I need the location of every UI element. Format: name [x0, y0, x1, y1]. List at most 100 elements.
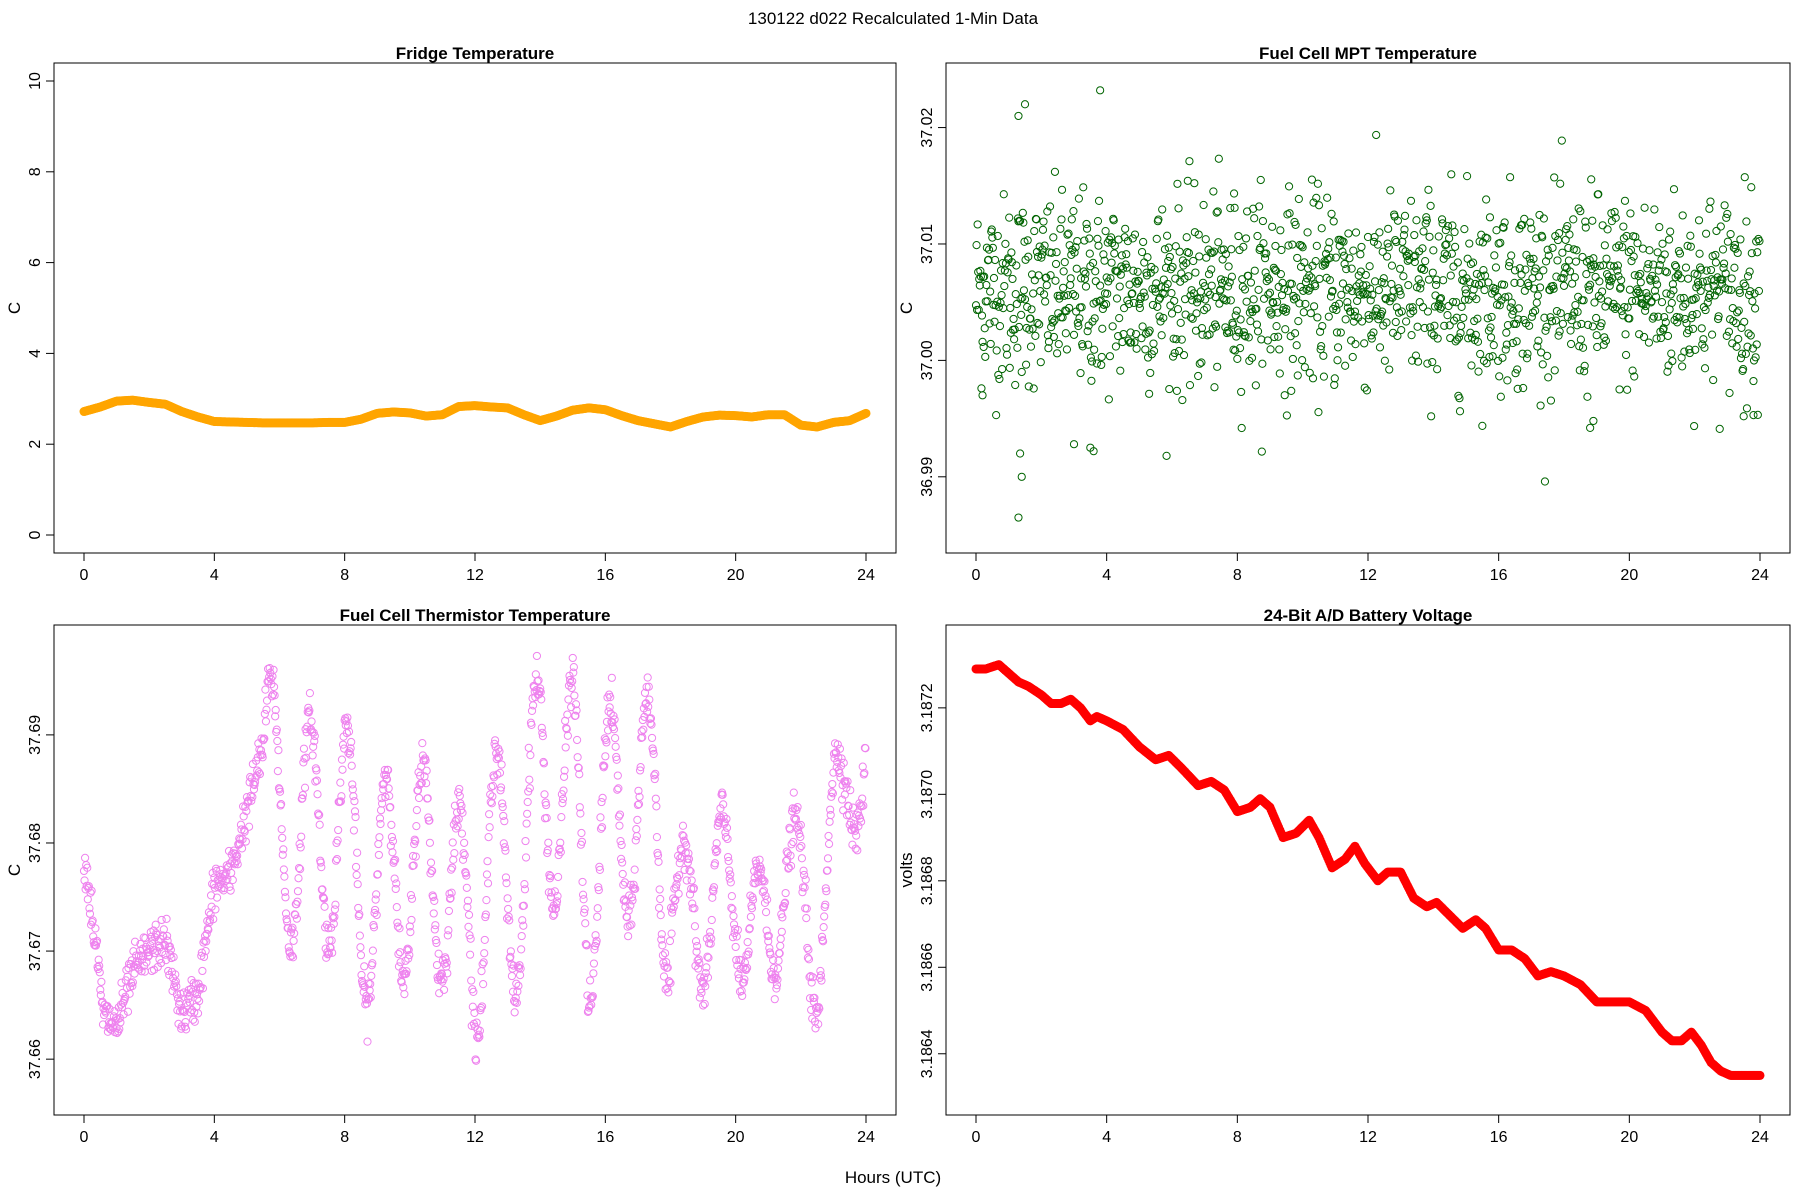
- data-point: [1314, 201, 1324, 210]
- data-point: [1628, 366, 1637, 375]
- data-point: [434, 949, 443, 958]
- data-point: [1559, 274, 1568, 283]
- data-point: [1720, 201, 1729, 210]
- data-point: [1132, 344, 1141, 353]
- data-point: [1275, 369, 1284, 378]
- data-point: [1157, 283, 1166, 292]
- data-point: [1209, 247, 1219, 256]
- data-point: [1635, 330, 1644, 339]
- data-point: [1339, 251, 1349, 260]
- data-point: [1017, 367, 1026, 377]
- data-point: [1688, 324, 1698, 334]
- data-point: [1283, 286, 1293, 296]
- data-point: [1621, 330, 1630, 339]
- data-point: [1226, 296, 1235, 305]
- data-point: [1164, 256, 1173, 266]
- data-point: [1380, 356, 1389, 365]
- data-point: [1461, 285, 1470, 294]
- data-point: [1586, 280, 1595, 289]
- data-point: [1157, 331, 1166, 340]
- data-point: [1686, 231, 1695, 240]
- data-point: [1460, 225, 1469, 234]
- data-point: [1295, 299, 1304, 308]
- data-point: [1440, 321, 1449, 330]
- data-point: [1121, 224, 1130, 233]
- data-point: [1484, 278, 1493, 287]
- data-point: [1269, 298, 1278, 308]
- data-point: [1472, 295, 1481, 304]
- data-point: [1313, 179, 1323, 188]
- data-point: [1721, 269, 1730, 278]
- data-point: [1255, 202, 1264, 211]
- data-point: [853, 846, 862, 855]
- data-point: [1645, 246, 1654, 255]
- data-point: [1045, 202, 1055, 211]
- data-point: [1282, 411, 1291, 420]
- data-point: [521, 836, 530, 846]
- data-point: [1039, 217, 1048, 226]
- panel-3: Fuel Cell Thermistor Temperature C 0 4 8 12 16…: [5, 606, 897, 1146]
- data-point: [1020, 295, 1030, 304]
- data-point: [91, 941, 101, 950]
- x-tick-label: 20: [1620, 1129, 1638, 1146]
- data-point: [1718, 275, 1727, 284]
- data-point: [664, 988, 673, 997]
- panel-title: Fridge Temperature: [396, 44, 554, 63]
- data-point: [1635, 288, 1644, 298]
- data-point: [1327, 209, 1336, 218]
- data-point: [1507, 298, 1516, 307]
- panel-4: 24-Bit A/D Battery Voltage volts 0 4 8 12 16 20…: [897, 606, 1791, 1146]
- data-point: [1750, 289, 1759, 298]
- data-point: [654, 903, 664, 912]
- data-point: [1692, 310, 1701, 319]
- data-point: [1467, 361, 1476, 370]
- data-point: [1202, 303, 1211, 312]
- data-point: [1644, 338, 1654, 347]
- data-point: [132, 957, 141, 966]
- data-point: [1428, 357, 1437, 367]
- data-point: [1601, 336, 1611, 345]
- data-point: [1408, 303, 1417, 312]
- data-point: [1312, 241, 1321, 250]
- data-point: [996, 298, 1005, 307]
- data-point: [540, 790, 549, 799]
- data-point: [1427, 329, 1436, 338]
- data-point: [1392, 303, 1401, 312]
- data-point: [277, 825, 286, 834]
- data-point: [1690, 421, 1699, 431]
- data-point: [368, 946, 378, 955]
- data-point: [801, 875, 810, 884]
- data-point: [169, 952, 178, 962]
- data-point: [1209, 187, 1218, 196]
- data-point: [1333, 356, 1342, 365]
- data-point: [1207, 281, 1216, 290]
- data-point: [1398, 245, 1407, 254]
- data-point: [1211, 292, 1220, 302]
- data-point: [1402, 317, 1411, 326]
- data-point: [1363, 232, 1373, 242]
- data-point: [1343, 303, 1352, 312]
- data-point: [1447, 249, 1456, 258]
- data-point: [1727, 285, 1736, 295]
- data-point: [833, 740, 842, 749]
- data-point: [1639, 332, 1649, 342]
- data-point: [1719, 259, 1729, 268]
- data-point: [1428, 268, 1437, 277]
- data-point: [1647, 297, 1656, 306]
- data-point: [1328, 286, 1337, 295]
- data-point: [1225, 278, 1234, 287]
- data-point: [399, 983, 408, 992]
- data-point: [1662, 268, 1672, 277]
- data-point: [95, 968, 104, 977]
- data-point: [209, 915, 218, 924]
- data-point: [1277, 245, 1286, 255]
- data-point: [1734, 306, 1743, 315]
- data-point: [1366, 284, 1375, 293]
- data-point: [1731, 244, 1740, 253]
- data-point: [1250, 214, 1259, 223]
- data-point: [1425, 323, 1435, 332]
- data-point: [1696, 286, 1705, 296]
- data-point: [1163, 231, 1172, 240]
- data-point: [123, 972, 132, 981]
- data-point: [396, 958, 405, 967]
